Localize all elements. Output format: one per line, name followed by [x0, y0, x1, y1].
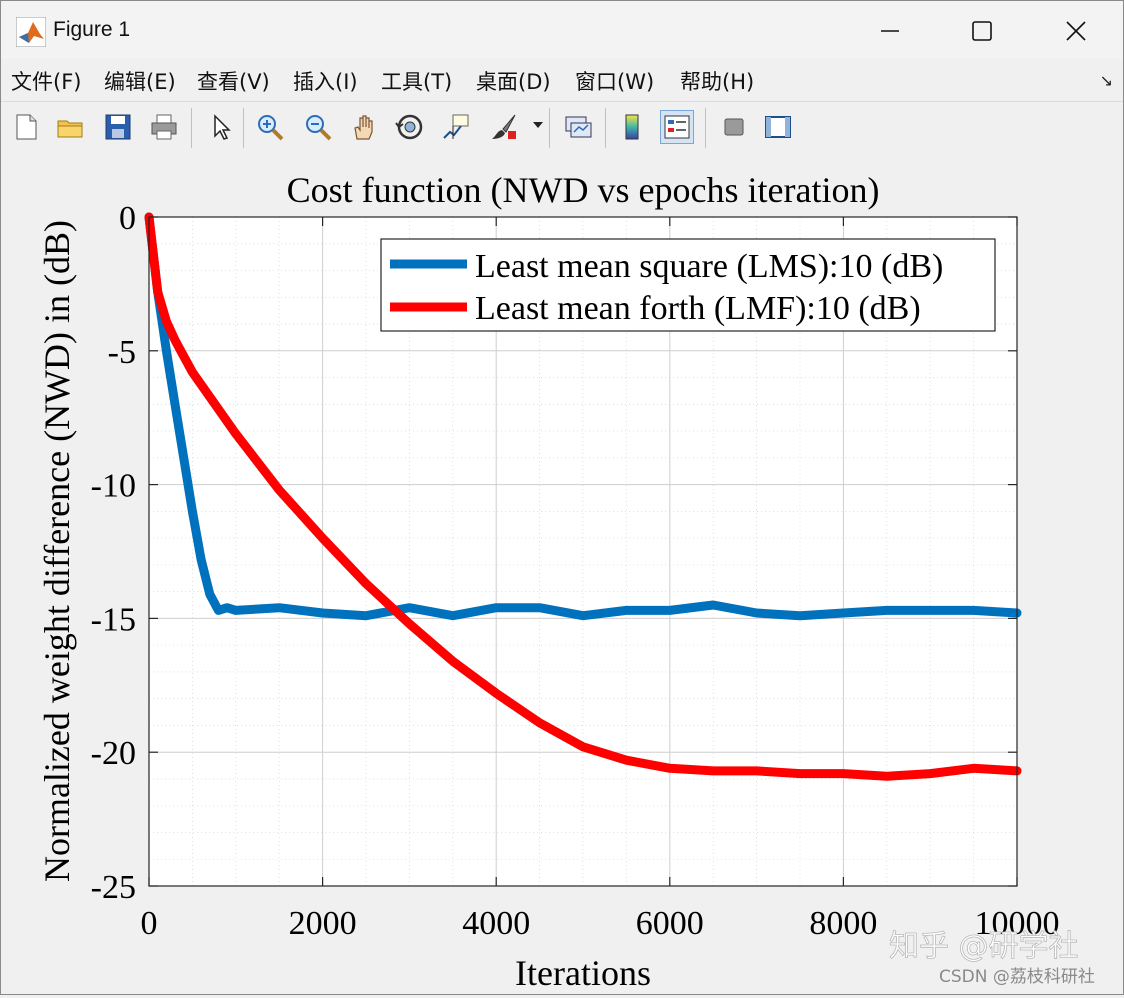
toolbar-separator — [605, 108, 606, 148]
zoom-in-button[interactable] — [253, 110, 287, 144]
pan-hand-icon — [354, 115, 373, 140]
figure-toolbar — [1, 101, 1123, 155]
chart-title: Cost function (NWD vs epochs iteration) — [287, 170, 880, 210]
hide-plot-tools-icon — [724, 118, 744, 136]
zoom-out-button[interactable] — [301, 110, 335, 144]
toolbar-separator — [243, 108, 244, 148]
open-file-icon — [57, 120, 83, 138]
legend-box — [380, 238, 996, 332]
hide-plot-tools-button[interactable] — [717, 110, 751, 144]
menu-edit[interactable]: 编辑(E) — [104, 70, 176, 94]
matlab-logo-icon — [16, 17, 46, 47]
y-tick-label: -25 — [91, 869, 136, 906]
y-tick-label: -10 — [91, 468, 136, 505]
rotate-3d-button[interactable] — [393, 110, 427, 144]
maximize-button[interactable] — [959, 11, 1005, 51]
x-tick-label: 10000 — [975, 905, 1060, 942]
colorbar-button[interactable] — [615, 110, 649, 144]
tick-marks — [148, 216, 1018, 887]
series-line-lmf — [144, 212, 1022, 781]
x-tick-label: 2000 — [289, 905, 357, 942]
y-axis-label: Normalized weight difference (NWD) in (d… — [37, 220, 77, 882]
open-file-button[interactable] — [53, 110, 87, 144]
x-tick-label: 0 — [141, 905, 158, 942]
maximize-icon — [972, 21, 992, 41]
legend-icon — [664, 115, 690, 139]
menu-desktop[interactable]: 桌面(D) — [476, 70, 551, 94]
brush-icon — [492, 114, 516, 139]
toolbar-separator — [549, 108, 550, 148]
menu-file[interactable]: 文件(F) — [11, 70, 82, 94]
x-tick-label: 4000 — [462, 905, 530, 942]
brush-button[interactable] — [487, 110, 521, 144]
legend-label-lms: Least mean square (LMS):10 (dB) — [475, 248, 943, 285]
save-icon — [105, 114, 131, 140]
x-tick-label: 8000 — [809, 905, 877, 942]
legend[interactable]: Least mean square (LMS):10 (dB) Least me… — [380, 238, 996, 332]
link-plot-button[interactable] — [561, 110, 595, 144]
close-button[interactable] — [1053, 11, 1099, 51]
toolbar-separator — [191, 108, 192, 148]
show-plot-tools-icon — [765, 116, 791, 138]
menu-tools[interactable]: 工具(T) — [381, 70, 453, 94]
x-tick-label: 6000 — [636, 905, 704, 942]
save-button[interactable] — [101, 110, 135, 144]
y-tick-label: -20 — [91, 735, 136, 772]
y-tick-label: -5 — [108, 334, 136, 371]
close-icon — [1066, 21, 1086, 41]
watermark-zhihu: 知乎 @研学社 — [889, 929, 1079, 964]
dock-arrow-icon[interactable]: ↘ — [1099, 71, 1113, 90]
zoom-in-icon — [258, 115, 284, 141]
show-plot-tools-button[interactable] — [761, 110, 795, 144]
link-plot-icon — [565, 116, 592, 138]
series-layer — [144, 212, 1022, 781]
new-figure-button[interactable] — [9, 110, 43, 144]
menu-insert[interactable]: 插入(I) — [293, 70, 358, 94]
axes-frame — [148, 216, 1018, 887]
data-cursor-icon — [443, 114, 469, 139]
series-line-lms — [144, 212, 1022, 621]
y-tick-labels: 0 -5 -10 -15 -20 -25 — [91, 200, 136, 906]
new-figure-icon — [16, 114, 37, 140]
print-icon — [151, 114, 177, 140]
y-tick-label: 0 — [119, 200, 136, 237]
y-tick-label: -15 — [91, 601, 136, 638]
plot-svg[interactable]: Cost function (NWD vs epochs iteration) … — [1, 154, 1123, 994]
toolbar-separator — [705, 108, 706, 148]
pointer-button[interactable] — [203, 110, 237, 144]
pointer-icon — [214, 114, 231, 140]
data-cursor-button[interactable] — [439, 110, 473, 144]
rotate-3d-icon — [395, 114, 423, 140]
menu-bar: 文件(F) 编辑(E) 查看(V) 插入(I) 工具(T) 桌面(D) 窗口(W… — [1, 59, 1123, 101]
zoom-out-icon — [306, 115, 332, 141]
menu-window[interactable]: 窗口(W) — [575, 70, 655, 94]
pan-button[interactable] — [347, 110, 381, 144]
brush-dropdown-arrow-icon[interactable] — [533, 122, 543, 128]
x-axis-label: Iterations — [515, 953, 651, 993]
window-title: Figure 1 — [53, 18, 131, 41]
legend-button[interactable] — [660, 110, 694, 144]
minimize-icon — [881, 30, 899, 32]
legend-label-lmf: Least mean forth (LMF):10 (dB) — [475, 290, 921, 327]
title-bar: Figure 1 — [1, 1, 1123, 59]
x-tick-labels: 0 2000 4000 6000 8000 10000 — [141, 905, 1060, 942]
colorbar-icon — [625, 114, 639, 140]
menu-view[interactable]: 查看(V) — [197, 70, 270, 94]
menu-help[interactable]: 帮助(H) — [680, 70, 755, 94]
minimize-button[interactable] — [867, 11, 913, 51]
print-button[interactable] — [147, 110, 181, 144]
watermark-csdn: CSDN @荔枝科研社 — [939, 967, 1095, 987]
figure-canvas: Cost function (NWD vs epochs iteration) … — [1, 154, 1123, 994]
